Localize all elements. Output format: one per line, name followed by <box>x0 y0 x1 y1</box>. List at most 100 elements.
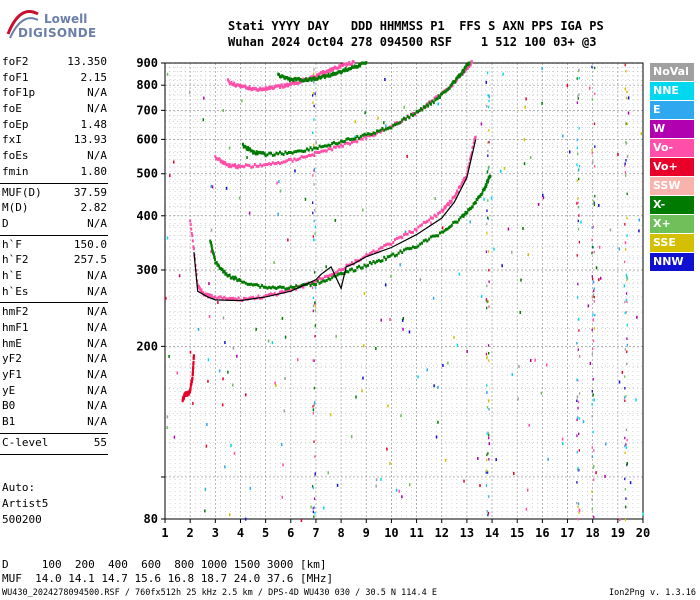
file-footer: WU430_2024278094500.RSF / 760fx512h 25 k… <box>2 588 437 598</box>
interference-speck <box>624 311 626 315</box>
noise-speck <box>296 358 299 362</box>
echo-point <box>449 225 452 229</box>
echo-point <box>460 182 463 186</box>
interference-speck <box>591 275 593 278</box>
interference-speck <box>576 254 578 257</box>
noise-speck <box>335 334 337 338</box>
echo-point <box>334 145 337 149</box>
interference-speck <box>625 298 627 302</box>
echo-point <box>270 151 273 155</box>
echo-point <box>287 157 290 161</box>
noise-speck <box>430 221 432 225</box>
interference-speck <box>312 359 314 362</box>
interference-speck <box>593 295 595 299</box>
echo-point <box>222 160 225 164</box>
echo-point <box>262 163 265 167</box>
interference-speck <box>486 469 488 472</box>
noise-speck <box>329 413 332 417</box>
noise-speck <box>642 512 644 516</box>
echo-point <box>468 61 471 65</box>
echo-point <box>459 216 462 220</box>
noise-speck <box>385 124 387 128</box>
noise-speck <box>173 435 176 439</box>
noise-speck <box>566 84 569 88</box>
param-label: foEp <box>2 117 29 131</box>
interference-speck <box>577 505 579 508</box>
interference-speck <box>593 201 595 204</box>
interference-speck <box>576 341 578 345</box>
interference-speck <box>577 201 579 204</box>
interference-speck <box>578 449 580 452</box>
interference-speck <box>314 232 316 235</box>
echo-point <box>453 220 456 224</box>
interference-speck <box>593 122 596 126</box>
param-label: yF1 <box>2 368 22 382</box>
echo-point <box>372 134 375 138</box>
echo-point <box>403 116 405 120</box>
legend-item: Vo- <box>650 139 694 157</box>
echo-point <box>447 86 450 90</box>
interference-speck <box>488 458 490 461</box>
echo-point <box>381 128 384 132</box>
noise-speck <box>527 253 530 257</box>
echo-point <box>316 147 319 151</box>
echo-trace <box>209 174 492 291</box>
interference-speck <box>576 202 578 205</box>
x-tick-label: 18 <box>585 526 599 540</box>
echo-point <box>473 137 476 141</box>
echo-point <box>421 108 424 112</box>
echo-point <box>241 142 244 146</box>
echo-point <box>464 66 467 70</box>
interference-speck <box>626 461 628 465</box>
interference-speck <box>485 306 488 310</box>
echo-point <box>309 146 312 150</box>
interference-speck <box>487 105 490 109</box>
interference-speck <box>626 234 628 237</box>
noise-speck <box>384 78 386 82</box>
echo-point <box>350 267 353 271</box>
noise-speck <box>189 350 192 354</box>
logo-line1: Lowell <box>44 12 88 26</box>
y-tick-label: 800 <box>136 78 158 92</box>
echo-point <box>259 285 262 289</box>
interference-speck <box>592 377 594 381</box>
noise-speck <box>507 227 510 231</box>
echo-point <box>318 73 321 77</box>
echo-point <box>331 73 334 77</box>
interference-speck <box>576 395 579 398</box>
echo-point <box>307 148 310 152</box>
echo-point <box>381 246 384 250</box>
echo-point <box>286 82 289 86</box>
interference-speck <box>314 92 316 96</box>
echo-point <box>438 95 441 99</box>
interference-speck <box>593 203 596 207</box>
echo-point <box>291 285 294 289</box>
noise-speck <box>501 264 503 268</box>
param-value: N/A <box>87 305 107 319</box>
echo-point <box>314 279 317 283</box>
param-value: N/A <box>87 399 107 413</box>
echo-point <box>241 164 244 168</box>
echo-point <box>189 387 192 391</box>
interference-speck <box>577 197 579 200</box>
echo-point <box>338 272 341 276</box>
noise-speck <box>354 135 356 139</box>
echo-point <box>399 120 402 124</box>
echo-point <box>429 102 432 106</box>
echo-point <box>467 164 470 168</box>
echo-point <box>354 139 357 143</box>
param-row: yF1 N/A <box>0 368 112 384</box>
echo-point <box>190 232 193 236</box>
echo-point <box>192 356 195 360</box>
echo-point <box>406 232 409 236</box>
echo-point <box>468 161 471 165</box>
noise-speck <box>294 169 296 173</box>
noise-speck <box>236 354 238 358</box>
echo-point <box>329 147 332 151</box>
echo-point <box>413 112 416 116</box>
interference-speck <box>577 97 580 100</box>
interference-speck <box>592 339 595 343</box>
noise-speck <box>545 363 548 367</box>
echo-point <box>320 280 323 284</box>
echo-point <box>419 224 422 228</box>
